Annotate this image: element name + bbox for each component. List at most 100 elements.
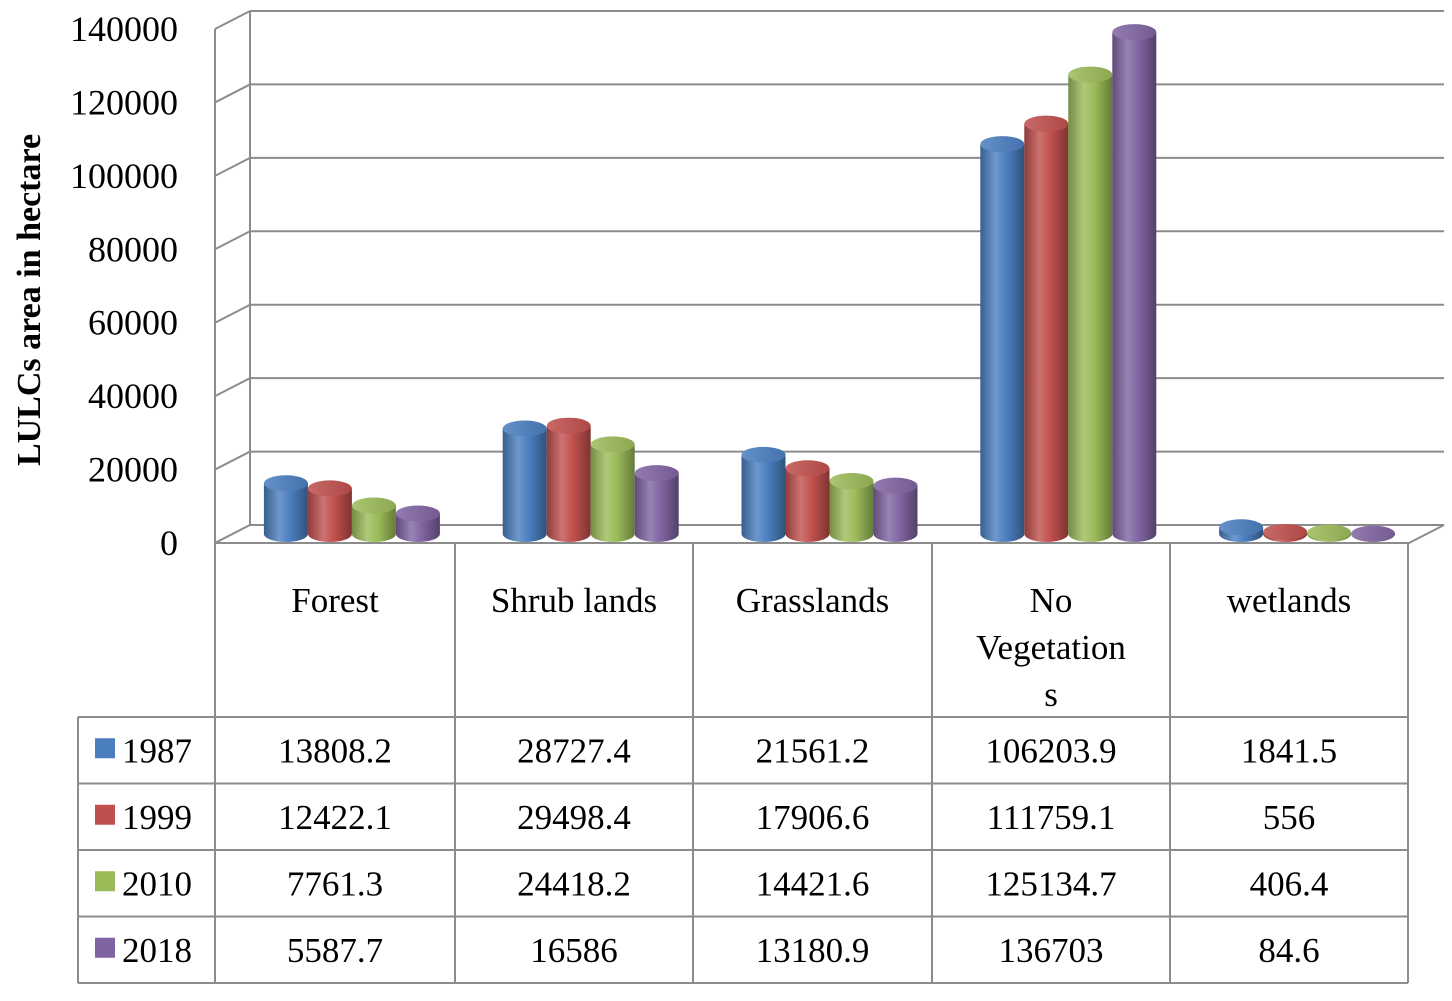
bar-body xyxy=(351,505,396,542)
table-cell: 28727.4 xyxy=(517,731,631,770)
bar-body xyxy=(1068,74,1113,542)
table-cell: 24418.2 xyxy=(517,864,631,903)
legend-label: 1999 xyxy=(122,798,192,837)
table-cell: 12422.1 xyxy=(278,798,392,837)
legend-swatch-2018 xyxy=(95,937,115,958)
table-cell: 13180.9 xyxy=(756,931,870,970)
bar-2018-2 xyxy=(873,477,918,542)
table-cell: 5587.7 xyxy=(287,931,383,970)
table-cell: 136703 xyxy=(999,931,1104,970)
bar-2010-2 xyxy=(829,473,874,542)
gridline-diagonal xyxy=(214,156,251,177)
legend-swatch-2010 xyxy=(95,871,115,892)
bar-body xyxy=(502,428,547,542)
bar-2018-0 xyxy=(395,505,440,542)
bar-2018-3 xyxy=(1112,24,1157,542)
gridline-diagonal xyxy=(214,450,251,471)
bar-top xyxy=(351,497,396,514)
category-label: Vegetation xyxy=(976,628,1126,667)
bars xyxy=(263,24,1396,543)
table-cell: 16586 xyxy=(530,931,618,970)
bar-2018-4 xyxy=(1351,525,1396,542)
bar-1999-4 xyxy=(1263,523,1308,542)
legend-swatch-1987 xyxy=(95,738,115,759)
bar-top xyxy=(1307,524,1352,541)
category-label: s xyxy=(1044,675,1058,714)
legend-label: 2010 xyxy=(122,864,192,903)
gridline-diagonal xyxy=(214,230,251,251)
table-cell: 29498.4 xyxy=(517,798,631,837)
gridline-diagonal xyxy=(214,377,251,398)
bar-1999-0 xyxy=(307,480,352,542)
y-tick-label: 100000 xyxy=(70,156,178,196)
bar-body xyxy=(590,444,635,542)
table-cell: 13808.2 xyxy=(278,731,392,770)
legend-label: 1987 xyxy=(122,731,192,770)
bar-top xyxy=(741,446,786,463)
y-axis-ticks: 0 20000 40000 60000 80000 100000 120000 140000 xyxy=(70,9,178,563)
bar-body xyxy=(263,483,308,542)
y-tick-label: 140000 xyxy=(70,9,178,49)
bar-body xyxy=(1112,32,1157,542)
bar-top xyxy=(546,417,591,434)
bar-top xyxy=(785,460,830,477)
table-cell: 556 xyxy=(1263,798,1316,837)
bar-top xyxy=(634,465,679,482)
bar-1987-2 xyxy=(741,446,786,542)
bar-2010-1 xyxy=(590,436,635,542)
table-cell: 21561.2 xyxy=(756,731,870,770)
table-cell: 111759.1 xyxy=(987,798,1116,837)
bar-1999-3 xyxy=(1024,115,1069,542)
bar-top xyxy=(980,136,1025,153)
bar-body xyxy=(395,513,440,542)
bar-1999-1 xyxy=(546,417,591,542)
y-tick-label: 80000 xyxy=(88,229,178,269)
gridlines xyxy=(214,10,1445,544)
y-tick-label: 40000 xyxy=(88,376,178,416)
bar-top xyxy=(502,420,547,437)
data-table: Forest Shrub lands Grasslands No Vegetation s… xyxy=(77,543,1409,984)
bar-body xyxy=(873,485,918,542)
bar-top xyxy=(873,477,918,494)
bar-body xyxy=(980,144,1025,543)
table-cell: 125134.7 xyxy=(985,864,1116,903)
y-tick-label: 0 xyxy=(160,523,178,563)
bar-top xyxy=(307,480,352,497)
bar-2010-4 xyxy=(1307,524,1352,542)
bar-1987-0 xyxy=(263,475,308,542)
bar-body xyxy=(785,468,830,542)
bar-top xyxy=(1068,66,1113,83)
bar-body xyxy=(741,454,786,542)
bar-body xyxy=(546,425,591,542)
table-cell: 7761.3 xyxy=(287,864,383,903)
category-label: Grasslands xyxy=(736,581,890,620)
bar-body xyxy=(307,488,352,542)
bar-top xyxy=(829,473,874,490)
table-cell: 17906.6 xyxy=(756,798,870,837)
bar-1987-1 xyxy=(502,420,547,542)
gridline-diagonal xyxy=(214,83,251,104)
bar-top xyxy=(1112,24,1157,41)
y-tick-label: 20000 xyxy=(88,450,178,490)
bar-top xyxy=(263,475,308,492)
bar-body xyxy=(1024,123,1069,542)
table-cell: 84.6 xyxy=(1258,931,1319,970)
bar-1987-4 xyxy=(1219,519,1264,542)
table-cell: 14421.6 xyxy=(756,864,870,903)
category-label: Forest xyxy=(291,581,379,620)
bar-2018-1 xyxy=(634,465,679,542)
y-axis-title: LULCs area in hectare xyxy=(11,134,48,466)
table-cell: 406.4 xyxy=(1250,864,1329,903)
y-tick-label: 120000 xyxy=(70,82,178,122)
table-cell: 1841.5 xyxy=(1241,731,1337,770)
bar-top xyxy=(1024,115,1069,132)
bar-top xyxy=(1351,525,1396,542)
legend-swatch-1999 xyxy=(95,804,115,825)
gridline-diagonal xyxy=(214,10,251,30)
category-label: No xyxy=(1030,581,1073,620)
bar-2010-0 xyxy=(351,497,396,542)
gridline-diagonal xyxy=(214,303,251,324)
legend-label: 2018 xyxy=(122,931,192,970)
bar-1999-2 xyxy=(785,460,830,542)
bar-2010-3 xyxy=(1068,66,1113,542)
